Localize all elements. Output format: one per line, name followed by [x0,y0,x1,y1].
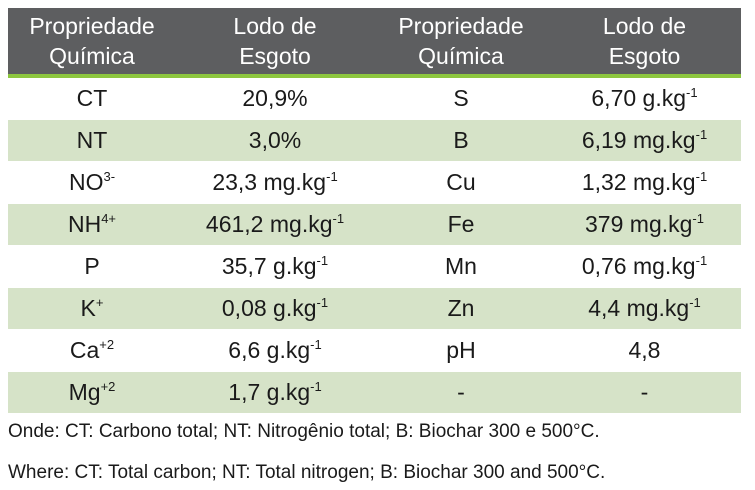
property-cell: CT [8,78,176,120]
value-cell: 35,7 g.kg-1 [176,246,374,288]
property-cell: P [8,246,176,288]
value-cell: 4,8 [548,330,741,372]
value-cell: - [548,372,741,414]
superscript: -1 [695,169,708,184]
header-property-2: Propriedade Química [374,8,548,78]
value-cell: 0,08 g.kg-1 [176,288,374,330]
value-cell: 461,2 mg.kg-1 [176,204,374,246]
property-cell: Ca+2 [8,330,176,372]
superscript: -1 [326,169,338,184]
table-row: K+ 0,08 g.kg-1 Zn 4,4 mg.kg-1 [8,288,741,330]
property-cell: Zn [374,288,548,330]
header-property-1: Propriedade Química [8,8,176,78]
property-cell: - [374,372,548,414]
property-cell: NT [8,120,176,162]
value-cell: 1,32 mg.kg-1 [548,162,741,204]
superscript: 4+ [101,211,117,226]
value-cell: 6,70 g.kg-1 [548,78,741,120]
value-cell: 6,19 mg.kg-1 [548,120,741,162]
superscript: -1 [695,127,708,142]
value-cell: 0,76 mg.kg-1 [548,246,741,288]
property-cell: NO3- [8,162,176,204]
value-cell: 1,7 g.kg-1 [176,372,374,414]
superscript: -1 [316,253,329,268]
value-cell: 379 mg.kg-1 [548,204,741,246]
value-cell: 4,4 mg.kg-1 [548,288,741,330]
header-sludge-1: Lodo de Esgoto [176,8,374,78]
superscript: -1 [316,295,329,310]
footnote-english: Where: CT: Total carbon; NT: Total nitro… [8,462,606,483]
superscript: -1 [692,211,704,226]
value-cell: 6,6 g.kg-1 [176,330,374,372]
superscript: +2 [100,379,116,394]
property-cell: B [374,120,548,162]
superscript: -1 [310,379,322,394]
table-row: NO3- 23,3 mg.kg-1 Cu 1,32 mg.kg-1 [8,162,741,204]
table-row: P 35,7 g.kg-1 Mn 0,76 mg.kg-1 [8,246,741,288]
value-cell: 20,9% [176,78,374,120]
superscript: 3- [103,169,116,184]
property-cell: S [374,78,548,120]
property-cell: Mg+2 [8,372,176,414]
property-cell: Fe [374,204,548,246]
table-row: Ca+2 6,6 g.kg-1 pH 4,8 [8,330,741,372]
value-cell: 23,3 mg.kg-1 [176,162,374,204]
superscript: -1 [310,337,322,352]
superscript: -1 [695,253,708,268]
table-row: NT 3,0% B 6,19 mg.kg-1 [8,120,741,162]
chemical-properties-table: Propriedade Química Lodo de Esgoto Proprie… [8,8,741,414]
property-cell: pH [374,330,548,372]
superscript: +2 [99,337,115,352]
property-cell: Mn [374,246,548,288]
table-row: CT 20,9% S 6,70 g.kg-1 [8,78,741,120]
value-cell: 3,0% [176,120,374,162]
property-cell: NH4+ [8,204,176,246]
property-cell: K+ [8,288,176,330]
header-sludge-2: Lodo de Esgoto [548,8,741,78]
superscript: + [95,295,104,310]
footnote-portuguese: Onde: CT: Carbono total; NT: Nitrogênio … [8,421,600,442]
table-body: CT 20,9% S 6,70 g.kg-1 NT 3,0% B 6,19 mg.kg-1 NO… [8,78,741,414]
table-header: Propriedade Química Lodo de Esgoto Proprie… [8,8,741,78]
superscript: -1 [332,211,345,226]
table-row: Mg+2 1,7 g.kg-1- - [8,372,741,414]
superscript: -1 [689,295,701,310]
superscript: -1 [686,85,698,100]
table-row: NH4+ 461,2 mg.kg-1 Fe 379 mg.kg-1 [8,204,741,246]
property-cell: Cu [374,162,548,204]
